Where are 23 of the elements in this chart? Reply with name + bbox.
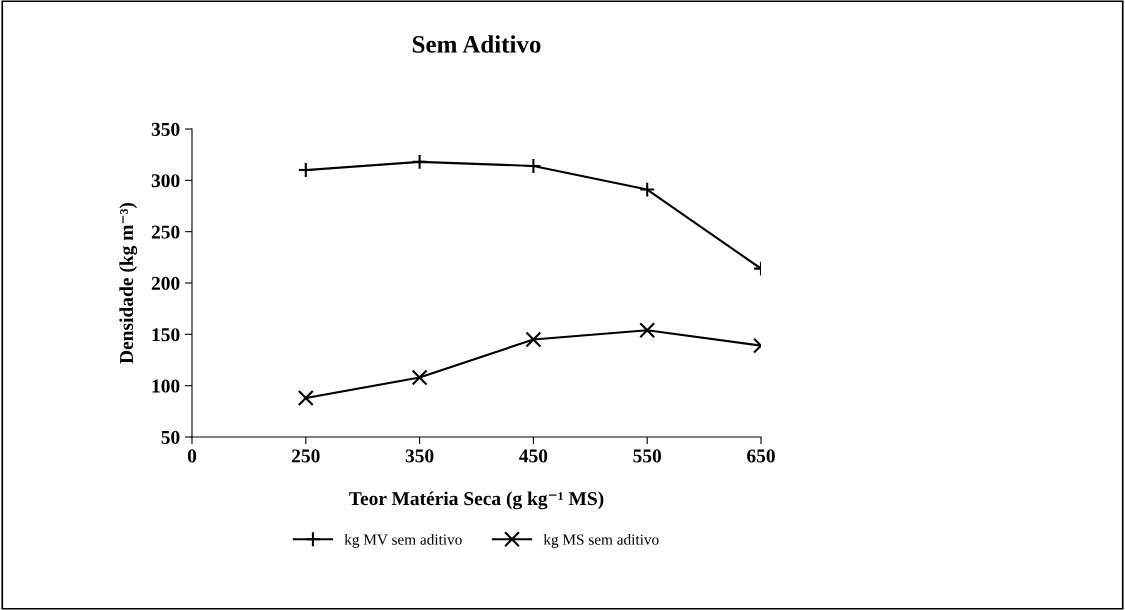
y-tick-label: 350: [151, 122, 180, 136]
y-tick-label: 150: [152, 328, 180, 342]
y-axis-title: Densidade (kg m⁻³): [119, 202, 138, 364]
point: [525, 331, 542, 348]
point: [297, 390, 314, 406]
x-tick-label: 0: [187, 449, 197, 463]
x-tick-label: 250: [292, 449, 320, 463]
y-tick-label: 100: [152, 379, 180, 393]
x-tick-label: 550: [633, 449, 662, 463]
y-tick-label: 50: [161, 430, 180, 444]
chart-title: Sem Aditivo: [412, 35, 541, 53]
legend-label: kg MS sem aditivo: [543, 534, 659, 548]
x-tick-label: 350: [405, 449, 434, 463]
x-tick-label: 650: [747, 449, 775, 463]
y-tick-label: 300: [151, 174, 180, 188]
legend-label: kg MV sem aditivo: [344, 534, 462, 548]
x-tick-label: 450: [519, 449, 548, 463]
point: [411, 369, 428, 386]
y-tick-label: 200: [151, 276, 180, 290]
y-tick-label: 250: [151, 225, 180, 239]
point: [639, 322, 656, 339]
point: [639, 181, 656, 198]
x-axis-title: Teor Matéria Seca (g kg⁻¹ MS): [349, 491, 604, 510]
